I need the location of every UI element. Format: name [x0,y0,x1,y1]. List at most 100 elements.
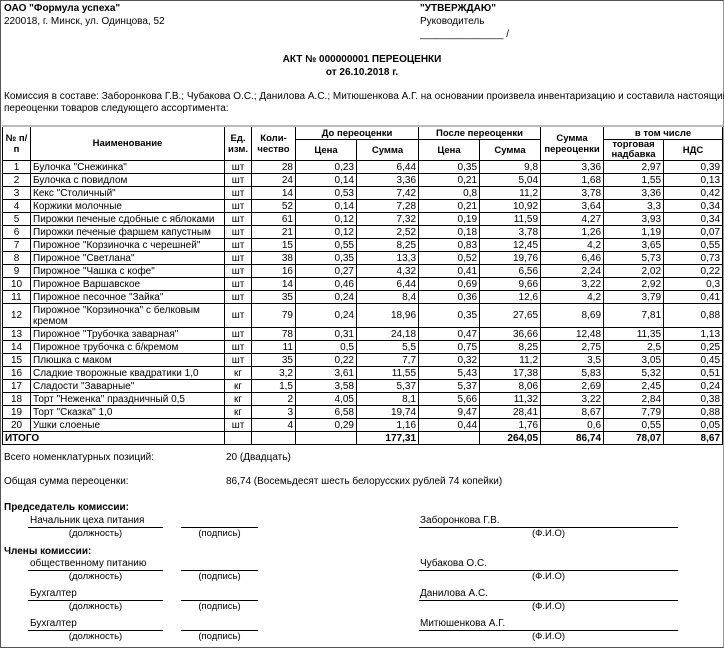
row-qty: 28 [251,160,296,174]
row-sum-after: 9,8 [479,160,542,174]
row-sum-before: 24,18 [355,327,420,341]
total-empty-cell [224,431,252,445]
positions-value: 20 (Двадцать) [226,452,291,463]
row-markup: 2,84 [603,392,665,406]
commission-text-line1: Комиссия в составе: Заборонкова Г.В.; Чу… [4,91,724,102]
row-unit: шт [224,353,252,367]
row-vat: 0,88 [663,405,724,419]
row-price-after: 0,36 [418,290,481,304]
row-price-after: 0,32 [418,353,481,367]
header-num: № п/п [2,125,31,161]
row-sum-before: 3,36 [355,173,420,187]
row-sum-before: 13,3 [355,251,420,265]
table-row: 5 Пирожки печеные сдобные с яблоками шт 61 0… [2,212,724,226]
row-sum-after: 12,6 [479,290,542,304]
row-price-before: 0,22 [295,353,357,367]
doc-title: АКТ № 000000001 ПЕРЕОЦЕНКИ [282,54,442,65]
row-vat: 0,34 [663,212,724,226]
row-num: 10 [2,277,31,291]
row-reval-sum: 1,68 [540,173,605,187]
row-sum-after: 8,06 [479,379,542,393]
row-unit: кг [224,405,252,419]
row-unit: шт [224,186,252,200]
chairman-title: Председатель комиссии: [4,502,129,513]
position-caption: (должность) [68,571,123,582]
row-sum-after: 10,92 [479,199,542,213]
position-line [28,527,163,528]
approve-title: "УТВЕРЖДАЮ" [420,3,496,14]
org-name: ОАО "Формула успеха" [4,3,121,14]
row-name: Пирожное трубочка с б/кремом [30,340,225,354]
row-name: Сладости "Заварные" [30,379,225,393]
table-row: 4 Коржики молочные шт 52 0,14 7,28 0,21 10,92 3,… [2,199,724,213]
row-price-before: 0,55 [295,238,357,252]
row-name: Пирожное "Трубочка заварная" [30,327,225,341]
row-unit: шт [224,327,252,341]
row-reval-sum: 2,69 [540,379,605,393]
row-vat: 0,51 [663,366,724,380]
row-sum-before: 18,96 [355,303,420,328]
table-row: 20 Ушки слоеные шт 4 0,29 1,16 0,44 1,76 0,6 0,55… [2,418,724,432]
header-unit: Ед. изм. [224,125,252,161]
row-unit: шт [224,290,252,304]
row-qty: 16 [251,264,296,278]
row-unit: шт [224,251,252,265]
row-price-before: 3,61 [295,366,357,380]
header-reval-sum: Сумма переоценки [540,125,605,161]
row-vat: 0,55 [663,238,724,252]
table-row: 6 Пирожки печеные фаршем капустным шт 21 0,1… [2,225,724,239]
row-reval-sum: 4,2 [540,238,605,252]
row-qty: 1,5 [251,379,296,393]
row-markup: 3,36 [603,186,665,200]
row-price-after: 0,47 [418,327,481,341]
signer-fio: Чубакова О.С. [420,558,487,569]
row-markup: 1,19 [603,225,665,239]
row-qty: 3,2 [251,366,296,380]
total-markup: 78,07 [603,431,665,445]
table-body: 1 Булочка "Снежинка" шт 28 0,23 6,44 0,35 9,8 3,… [2,160,724,445]
row-reval-sum: 3,22 [540,392,605,406]
row-num: 19 [2,405,31,419]
signature-line [181,570,258,571]
table-row: 8 Пирожное "Светлана" шт 38 0,35 13,3 0,52 19,7… [2,251,724,265]
row-num: 12 [2,303,31,328]
table-row: 17 Сладости "Заварные" кг 1,5 3,58 5,37 5,37 8,… [2,379,724,393]
row-vat: 0,41 [663,290,724,304]
row-sum-after: 36,66 [479,327,542,341]
row-sum-after: 28,41 [479,405,542,419]
total-label: ИТОГО [2,431,225,445]
row-sum-before: 11,55 [355,366,420,380]
row-qty: 35 [251,353,296,367]
row-num: 15 [2,353,31,367]
row-price-before: 0,53 [295,186,357,200]
row-reval-sum: 3,78 [540,186,605,200]
row-reval-sum: 5,83 [540,366,605,380]
row-markup: 0,55 [603,418,665,432]
row-unit: шт [224,238,252,252]
row-price-before: 0,24 [295,290,357,304]
reval-value: 86,74 (Восемьдесят шесть белорусских руб… [226,476,503,487]
row-qty: 15 [251,238,296,252]
row-price-before: 0,24 [295,303,357,328]
doc-date: от 26.10.2018 г. [325,67,399,78]
row-unit: кг [224,392,252,406]
row-name: Пирожное "Чашка с кофе" [30,264,225,278]
header-qty: Коли-чество [251,125,296,161]
fio-caption: (Ф.И.О) [531,631,566,642]
row-price-before: 0,35 [295,251,357,265]
row-unit: кг [224,379,252,393]
row-unit: шт [224,160,252,174]
row-reval-sum: 2,75 [540,340,605,354]
row-price-before: 3,58 [295,379,357,393]
row-vat: 0,38 [663,392,724,406]
signer-fio: Заборонкова Г.В. [420,515,500,526]
fio-caption: (Ф.И.О) [531,571,566,582]
table-row: 9 Пирожное "Чашка с кофе" шт 16 0,27 4,32 0,41… [2,264,724,278]
row-price-after: 5,43 [418,366,481,380]
row-name: Пирожное "Светлана" [30,251,225,265]
table-row: 14 Пирожное трубочка с б/кремом шт 11 0,5 5,5… [2,340,724,354]
signer-fio: Митюшенкова А.Г. [420,618,506,629]
row-num: 2 [2,173,31,187]
row-vat: 0,24 [663,379,724,393]
fio-caption: (Ф.И.О) [531,601,566,612]
